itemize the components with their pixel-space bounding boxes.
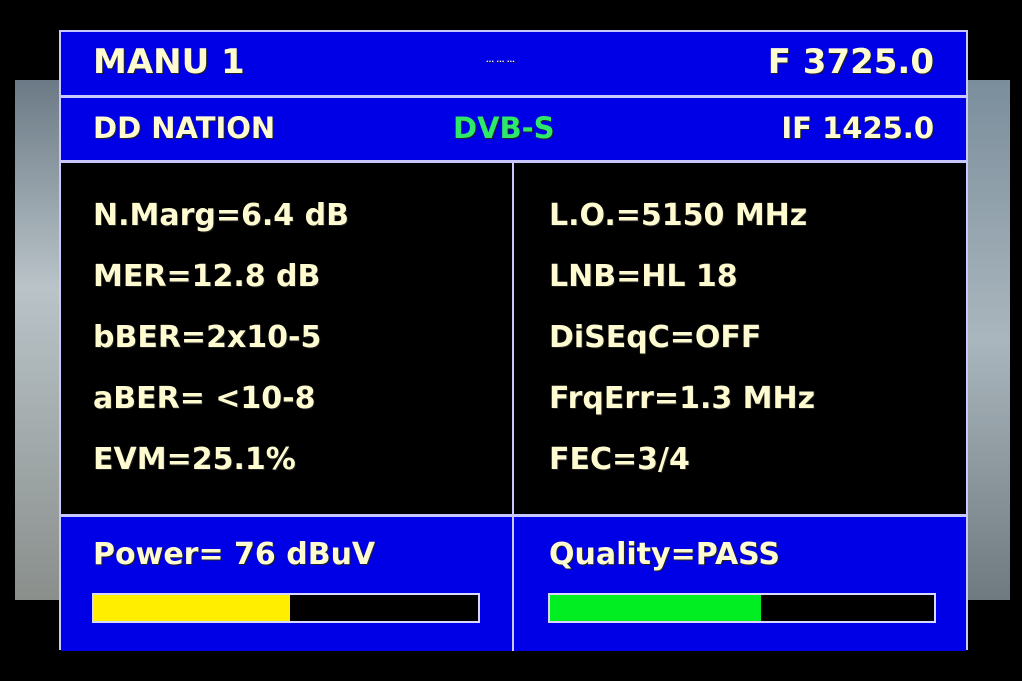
bber: bBER=2x10-5 — [93, 320, 322, 355]
if-frequency: IF 1425.0 — [781, 111, 934, 145]
header-row-1: MANU 1 ··· ··· ··· F 3725.0 — [61, 32, 966, 98]
lnb: LNB=HL 18 — [549, 259, 738, 294]
noise-margin: N.Marg=6.4 dB — [93, 198, 349, 233]
meter-osd-panel: MANU 1 ··· ··· ··· F 3725.0 DD NATION DV… — [59, 30, 968, 651]
quality-bar — [548, 593, 936, 623]
diseqc: DiSEqC=OFF — [549, 320, 762, 355]
quality-label: Quality=PASS — [549, 537, 781, 572]
background-video-left — [15, 80, 60, 600]
power-bar-fill — [94, 595, 290, 621]
fec: FEC=3/4 — [549, 442, 690, 477]
mer: MER=12.8 dB — [93, 259, 321, 294]
evm: EVM=25.1% — [93, 442, 296, 477]
mode-label: MANU 1 — [93, 42, 245, 82]
quality-bar-fill — [550, 595, 762, 621]
channel-name: DD NATION — [93, 111, 276, 145]
column-divider — [512, 160, 514, 648]
aber: aBER= <10-8 — [93, 381, 316, 416]
background-video-right — [965, 80, 1010, 600]
power-bar — [92, 593, 480, 623]
local-oscillator: L.O.=5150 MHz — [549, 198, 808, 233]
header-row-2: DD NATION DVB-S IF 1425.0 — [61, 98, 966, 163]
frequency-value: F 3725.0 — [767, 42, 934, 82]
level-section: Power= 76 dBuV Quality=PASS — [61, 514, 966, 651]
signal-indicator: ··· ··· ··· — [486, 58, 515, 66]
power-label: Power= 76 dBuV — [93, 537, 376, 572]
bottom-divider — [512, 517, 514, 651]
standard-label: DVB-S — [453, 111, 555, 145]
frequency-error: FrqErr=1.3 MHz — [549, 381, 816, 416]
